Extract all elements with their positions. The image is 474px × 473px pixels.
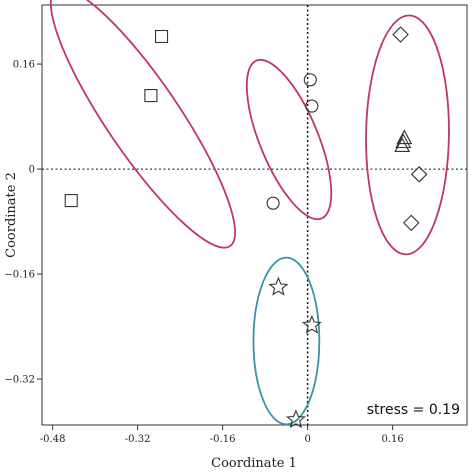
diamond-marker bbox=[410, 166, 428, 183]
x-tick-label: -0.16 bbox=[210, 434, 236, 445]
cluster-ellipse bbox=[245, 58, 333, 221]
cluster-ellipse bbox=[49, 0, 236, 249]
square-marker bbox=[154, 29, 169, 44]
x-axis-ticks: -0.48 -0.32 -0.16 0 0.16 bbox=[40, 425, 404, 445]
triangle-marker bbox=[395, 133, 412, 149]
circle-marker bbox=[303, 73, 317, 87]
star-marker bbox=[286, 409, 306, 429]
x-axis-title: Coordinate 1 bbox=[211, 456, 297, 471]
plot-frame bbox=[41, 4, 468, 426]
y-axis-title: Coordinate 2 bbox=[4, 172, 19, 258]
cluster-ellipse bbox=[252, 256, 321, 426]
y-tick-label: −0.16 bbox=[4, 270, 35, 281]
diamond-marker bbox=[402, 214, 420, 232]
x-tick-label: -0.32 bbox=[125, 434, 151, 445]
reference-lines bbox=[42, 5, 467, 425]
diamond-marker bbox=[392, 26, 409, 43]
cluster-ellipses bbox=[49, 0, 450, 426]
circle-marker bbox=[266, 196, 280, 210]
x-tick-label: 0.16 bbox=[381, 434, 403, 445]
triangle-marker bbox=[396, 129, 413, 145]
triangle-marker bbox=[394, 137, 411, 152]
y-tick-label: 0 bbox=[29, 165, 35, 176]
x-tick-label: -0.48 bbox=[40, 434, 66, 445]
y-axis-ticks: 0.16 0 −0.16 −0.32 bbox=[4, 60, 42, 386]
x-tick-label: 0 bbox=[304, 434, 310, 445]
cluster-ellipse bbox=[365, 14, 450, 256]
star-marker bbox=[268, 276, 289, 296]
square-marker bbox=[144, 89, 158, 103]
circle-marker bbox=[305, 99, 319, 113]
square-marker bbox=[64, 194, 78, 208]
stress-annotation: stress = 0.19 bbox=[367, 402, 460, 418]
star-marker bbox=[301, 314, 322, 334]
data-points bbox=[64, 26, 428, 429]
y-tick-label: 0.16 bbox=[13, 60, 35, 71]
y-tick-label: −0.32 bbox=[4, 375, 35, 386]
